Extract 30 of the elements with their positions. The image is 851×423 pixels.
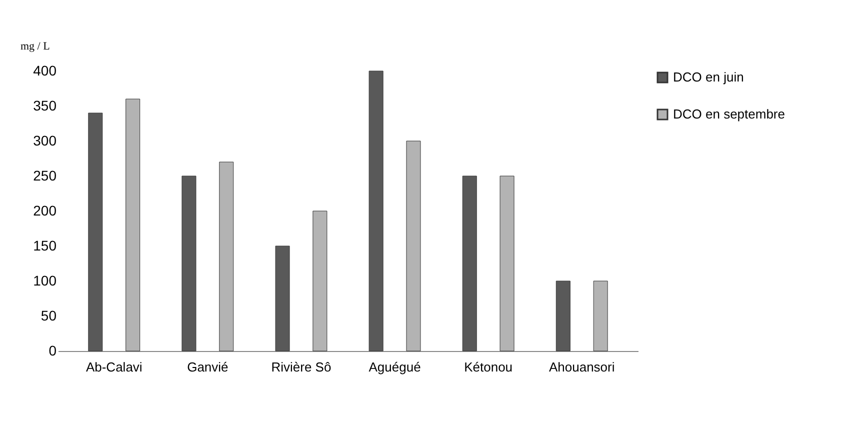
y-tick-label: 200 xyxy=(33,202,57,218)
y-tick-label: 50 xyxy=(40,308,57,324)
x-tick-label: Rivière Sô xyxy=(271,360,332,374)
legend-label: DCO en juin xyxy=(673,70,744,84)
bar xyxy=(182,176,196,352)
bar xyxy=(312,210,328,352)
y-tick-label: 300 xyxy=(33,132,57,148)
bar xyxy=(88,112,103,352)
x-tick-label: Ganvié xyxy=(187,360,228,374)
bar xyxy=(275,246,290,352)
x-tick-label: Aguégué xyxy=(368,360,421,374)
x-tick-label: Kétonou xyxy=(464,360,513,374)
y-tick-label: 150 xyxy=(33,238,57,254)
bar xyxy=(462,176,477,352)
bar xyxy=(593,280,608,352)
y-tick-label: 0 xyxy=(48,342,57,358)
x-tick-label: Ahouansori xyxy=(548,360,615,374)
bar xyxy=(219,162,234,352)
y-tick-label: 100 xyxy=(33,272,57,288)
bar xyxy=(126,98,140,352)
bar xyxy=(368,70,384,352)
bar xyxy=(406,140,421,352)
y-axis-title: mg / L xyxy=(20,40,50,52)
legend-label: DCO en septembre xyxy=(673,106,785,122)
y-tick-label: 400 xyxy=(33,62,57,78)
bar xyxy=(500,176,514,352)
y-tick-label: 250 xyxy=(33,168,57,184)
bar xyxy=(556,280,570,352)
y-tick-label: 350 xyxy=(33,98,57,114)
x-tick-label: Ab-Calavi xyxy=(86,360,142,374)
